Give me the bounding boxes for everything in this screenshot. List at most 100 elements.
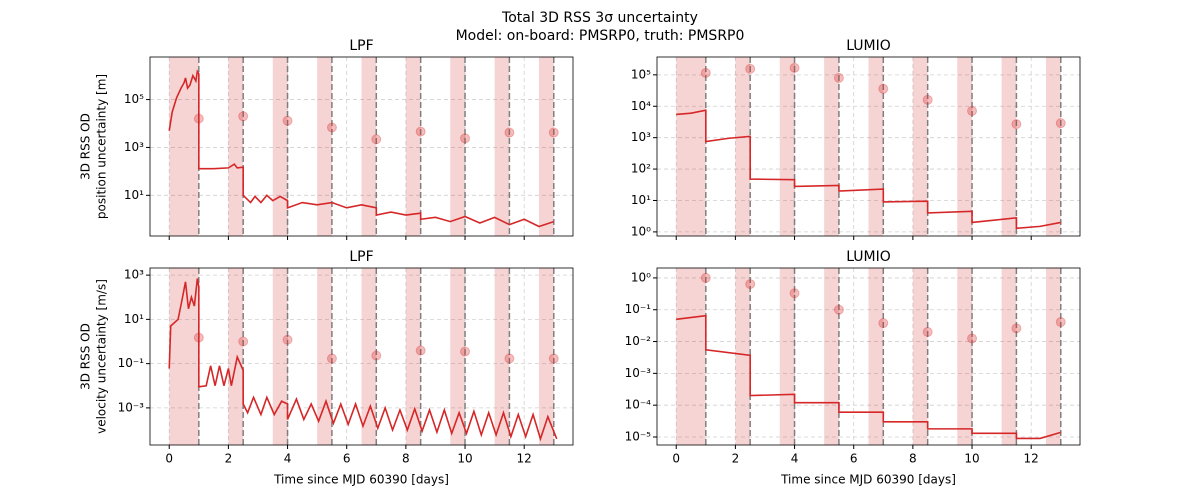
panel-title: LPF — [349, 38, 373, 54]
y-tick-label: 10⁻¹ — [625, 302, 652, 316]
x-tick-label: 6 — [343, 452, 351, 466]
marker — [700, 67, 711, 78]
y-tick-label: 10⁻¹ — [118, 356, 145, 370]
y-tick-label: 10⁰ — [631, 224, 651, 238]
span — [228, 57, 244, 236]
span — [361, 57, 377, 236]
span — [317, 57, 332, 236]
span — [361, 268, 377, 445]
marker — [504, 353, 515, 364]
marker — [745, 279, 756, 290]
marker — [504, 127, 515, 138]
marker — [238, 336, 249, 347]
span — [912, 268, 928, 445]
x-axis-label: Time since MJD 60390 [days] — [780, 473, 956, 487]
marker — [326, 353, 337, 364]
span — [779, 57, 795, 236]
x-tick-label: 10 — [457, 452, 472, 466]
plot-area — [150, 268, 573, 445]
marker — [371, 350, 382, 361]
y-tick-label: 10⁰ — [631, 270, 651, 284]
y-axis-label: position uncertainty [m] — [95, 74, 109, 219]
y-tick-label: 10⁻² — [625, 334, 652, 348]
figure-subtitle: Model: on-board: PMSRP0, truth: PMSRP0 — [456, 28, 745, 44]
x-tick-label: 4 — [791, 452, 799, 466]
marker — [460, 346, 471, 357]
span — [824, 268, 839, 445]
span — [169, 57, 199, 236]
y-tick-label: 10⁻³ — [118, 400, 145, 414]
span — [272, 57, 288, 236]
y-tick-label: 10⁵ — [124, 92, 144, 106]
span — [912, 57, 928, 236]
marker — [460, 133, 471, 144]
span — [538, 57, 554, 236]
marker — [238, 111, 249, 122]
x-tick-label: 6 — [850, 452, 858, 466]
marker — [967, 105, 978, 116]
plot-area — [657, 268, 1080, 445]
y-tick-label: 10⁻⁴ — [625, 398, 652, 412]
span — [228, 268, 244, 445]
x-tick-label: 2 — [225, 452, 233, 466]
marker — [415, 345, 426, 356]
marker — [700, 272, 711, 283]
span — [676, 268, 706, 445]
x-tick-label: 12 — [1024, 452, 1039, 466]
y-tick-label: 10⁻³ — [625, 366, 652, 380]
span — [272, 268, 288, 445]
span — [735, 268, 751, 445]
marker — [922, 94, 933, 105]
span — [1045, 268, 1061, 445]
marker — [1011, 323, 1022, 334]
span — [676, 57, 706, 236]
data-line — [676, 314, 1061, 440]
y-tick-label: 10³ — [631, 130, 651, 144]
span — [405, 268, 421, 445]
marker — [326, 122, 337, 133]
panel-title: LUMIO — [846, 38, 891, 54]
x-axis-label: Time since MJD 60390 [days] — [273, 473, 449, 487]
plot-area — [657, 57, 1080, 236]
x-tick-label: 2 — [732, 452, 740, 466]
marker — [922, 326, 933, 337]
span — [868, 57, 884, 236]
data-line — [676, 109, 1061, 230]
span — [494, 57, 510, 236]
span — [169, 268, 199, 445]
marker — [833, 304, 844, 315]
span — [1001, 57, 1017, 236]
y-tick-label: 10⁻⁵ — [625, 429, 652, 443]
panel-title: LUMIO — [846, 249, 891, 265]
plot-area — [150, 57, 573, 236]
x-tick-label: 8 — [909, 452, 917, 466]
span — [494, 268, 510, 445]
y-tick-label: 10⁴ — [631, 99, 651, 113]
axes-frame — [149, 56, 574, 237]
marker — [282, 115, 293, 126]
marker — [548, 127, 559, 138]
span — [317, 268, 332, 445]
x-tick-label: 12 — [517, 452, 532, 466]
span — [1045, 57, 1061, 236]
x-tick-label: 8 — [402, 452, 410, 466]
x-tick-label: 0 — [165, 452, 173, 466]
marker — [193, 332, 204, 343]
y-tick-label: 10¹ — [631, 193, 651, 207]
marker — [1055, 118, 1066, 129]
marker — [967, 333, 978, 344]
marker — [371, 134, 382, 145]
y-tick-label: 10⁵ — [631, 67, 651, 81]
marker — [282, 334, 293, 345]
marker — [415, 126, 426, 137]
marker — [789, 62, 800, 73]
span — [868, 268, 884, 445]
data-line — [168, 278, 558, 442]
axes-frame — [149, 267, 574, 446]
y-axis-label: velocity uncertainty [m/s] — [95, 279, 109, 434]
span — [1001, 268, 1017, 445]
marker — [878, 83, 889, 94]
x-tick-label: 10 — [964, 452, 979, 466]
x-tick-label: 0 — [672, 452, 680, 466]
